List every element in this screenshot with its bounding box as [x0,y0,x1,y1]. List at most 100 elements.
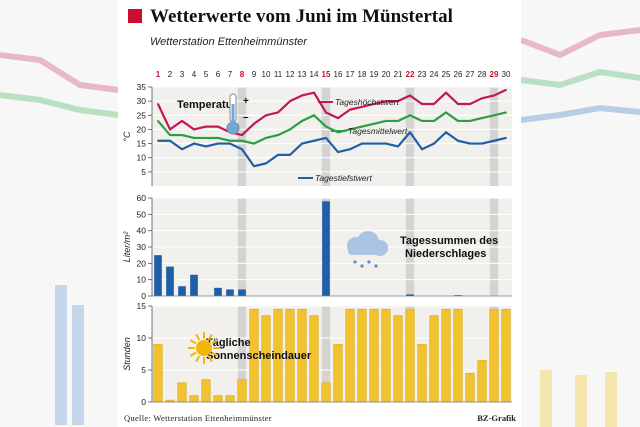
day-label: 22 [406,70,415,79]
data-point [181,134,183,136]
data-point [217,125,219,128]
rain-drop [374,264,378,268]
sun-ray [208,334,213,341]
y-tick-label: 0 [141,291,146,301]
chart-subtitle: Wetterstation Ettenheimmünster [150,36,307,48]
plus-sign: + [243,96,249,107]
day-label: 28 [478,70,487,79]
rain-bar [406,294,414,296]
data-point [481,142,483,145]
weekend-shading-day-15 [321,306,331,402]
data-point [481,97,483,100]
y-tick-label: 30 [137,242,147,252]
data-point [385,100,387,103]
day-label: 9 [252,70,257,79]
sun-ray [195,334,200,341]
data-point [505,88,507,91]
data-point [217,137,219,139]
sun-title-line2: Sonnenscheindauer [206,350,312,362]
data-point [229,139,231,142]
day-label: 24 [430,70,439,79]
day-label: 20 [382,70,391,79]
data-point [193,128,195,131]
rain-drop [353,260,357,264]
sunshine-bar [501,308,511,403]
weekend-shading-day-29 [489,87,499,186]
source-label: Quelle: Wetterstation Ettenheimmünster [124,413,272,423]
rain-cloud-icon [347,231,388,268]
data-point [445,111,447,114]
rain-bar [322,201,330,296]
series-line-min [158,131,507,168]
data-point [493,139,495,142]
y-tick-label: 15 [137,139,147,149]
data-point [397,120,399,122]
sunshine-bar [321,382,331,403]
rain-bar [214,287,222,296]
y-tick-label: 30 [137,96,147,106]
data-point [193,137,195,139]
data-point [457,103,459,105]
sun-icon [188,332,220,364]
data-point [469,103,471,105]
day-label: 2 [168,70,173,79]
rain-bar [178,286,186,296]
data-point [205,125,207,128]
title-marker [128,9,142,23]
data-point [361,125,363,128]
sunshine-bar [429,315,439,403]
data-point [325,137,327,139]
data-point [277,134,279,136]
day-label: 15 [322,70,331,79]
data-point [301,142,303,145]
rain-drop [360,264,364,268]
sun-ray [190,339,197,344]
sun-ray [208,355,213,362]
data-point [265,162,267,165]
sunshine-bar [405,308,415,403]
day-label: 25 [442,70,451,79]
day-label: 14 [310,70,319,79]
rain-bar [454,295,462,296]
day-label: 21 [394,70,403,79]
data-point [361,105,363,108]
data-point [505,111,507,114]
y-tick-label: 5 [141,365,146,375]
data-point [313,91,315,94]
sun-ray [195,355,200,362]
day-label: 5 [204,70,209,79]
y-axis-label-sun: Stunden [122,337,132,371]
data-point [217,142,219,145]
rain-bar [166,266,174,296]
data-point [313,139,315,142]
sun-ray [211,352,218,357]
data-point [253,165,255,168]
y-tick-label: 15 [137,301,147,311]
sunshine-bar [465,372,475,403]
weekend-shading-day-8 [237,306,247,402]
sunshine-bar [237,379,247,403]
data-point [181,120,183,122]
data-point [229,142,231,145]
sunshine-bar [369,308,379,403]
y-tick-label: 60 [137,193,147,203]
thermometer-fill [231,104,235,126]
data-point [169,128,171,131]
data-point [313,114,315,117]
data-point [481,117,483,120]
data-point [337,151,339,153]
day-label: 1 [156,70,161,79]
rain-drop [367,260,371,264]
sunshine-bar [189,395,199,403]
sunshine-bar [453,308,463,403]
data-point [205,137,207,139]
data-point [181,148,183,151]
data-point [421,148,423,151]
day-label: 6 [216,70,221,79]
series-line-max [157,88,507,137]
data-point [289,128,291,131]
data-point [433,120,435,122]
data-point [265,137,267,139]
y-tick-label: 20 [137,258,147,268]
sunshine-bar [441,308,451,403]
